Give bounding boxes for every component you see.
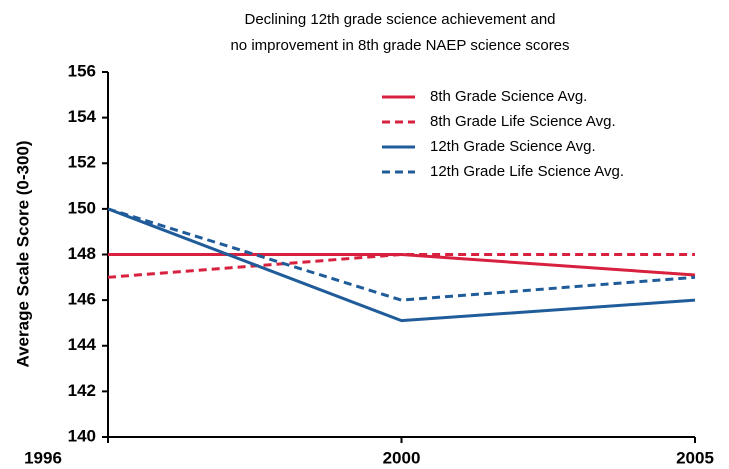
- x-tick-label: 1996: [24, 448, 62, 467]
- x-tick-label: 2000: [383, 448, 421, 467]
- series-line: [107, 207, 696, 323]
- y-tick-label: 146: [68, 290, 96, 309]
- legend-label: 8th Grade Life Science Avg.: [430, 113, 616, 130]
- y-tick-label: 156: [68, 61, 96, 80]
- y-tick-label: 144: [68, 335, 97, 354]
- y-tick-label: 140: [68, 426, 96, 445]
- legend-label: 8th Grade Science Avg.: [430, 88, 587, 105]
- x-tick-label: 2005: [676, 448, 714, 467]
- chart-title: Declining 12th grade science achievement…: [244, 11, 555, 28]
- y-tick-label: 142: [68, 381, 96, 400]
- series-line: [108, 253, 696, 277]
- y-axis-label: Average Scale Score (0-300): [13, 140, 32, 367]
- y-tick-label: 152: [68, 153, 96, 172]
- y-tick-label: 154: [68, 107, 97, 126]
- chart-title: no improvement in 8th grade NAEP science…: [230, 37, 569, 54]
- series-line: [107, 253, 695, 279]
- legend-label: 12th Grade Science Avg.: [430, 138, 596, 155]
- legend-label: 12th Grade Life Science Avg.: [430, 163, 624, 180]
- y-tick-label: 148: [68, 244, 96, 263]
- y-tick-label: 150: [68, 198, 96, 217]
